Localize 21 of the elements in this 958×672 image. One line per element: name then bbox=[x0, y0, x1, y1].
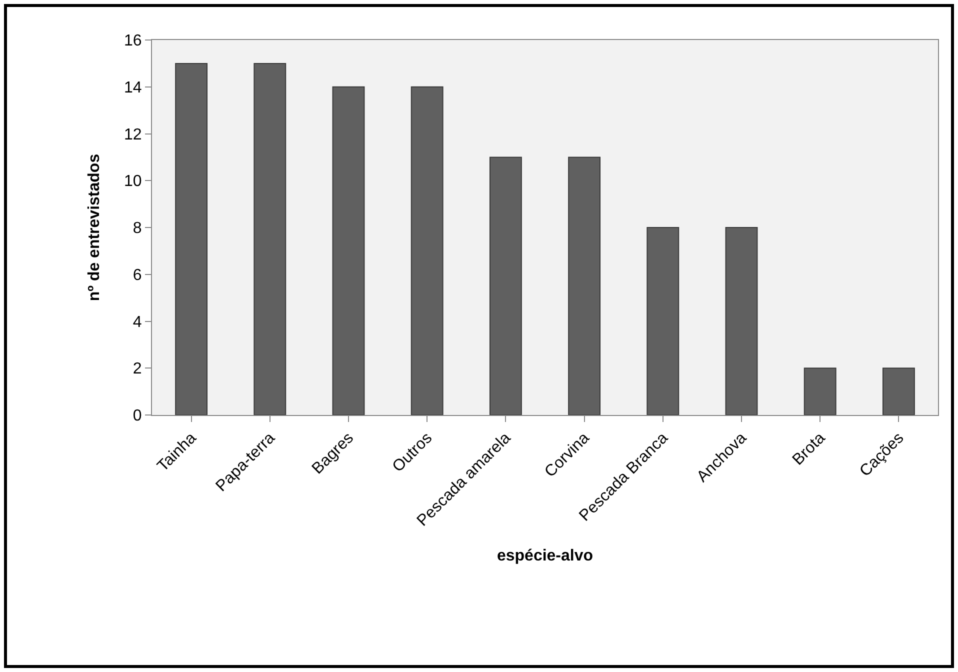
bar bbox=[882, 368, 915, 415]
bar bbox=[489, 156, 522, 415]
bar bbox=[646, 227, 680, 415]
y-tick-label: 16 bbox=[124, 32, 142, 50]
bar bbox=[410, 86, 444, 415]
bar bbox=[804, 368, 836, 415]
bar bbox=[568, 156, 601, 415]
y-tick-label: 10 bbox=[124, 173, 142, 190]
y-tick-label: 12 bbox=[124, 126, 142, 144]
y-tick-label: 8 bbox=[132, 220, 142, 238]
y-tick-label: 0 bbox=[132, 408, 142, 425]
y-tick-label: 14 bbox=[124, 79, 142, 96]
y-tick-label: 4 bbox=[132, 314, 142, 331]
bar bbox=[725, 227, 758, 415]
y-tick-label: 6 bbox=[132, 266, 142, 284]
x-axis-title: espécie-alvo bbox=[496, 547, 594, 564]
y-tick-label: 2 bbox=[132, 360, 142, 378]
bar bbox=[332, 86, 365, 415]
y-axis-title: nº de entrevistados bbox=[86, 154, 103, 302]
bar bbox=[254, 62, 286, 415]
bar bbox=[175, 62, 208, 415]
